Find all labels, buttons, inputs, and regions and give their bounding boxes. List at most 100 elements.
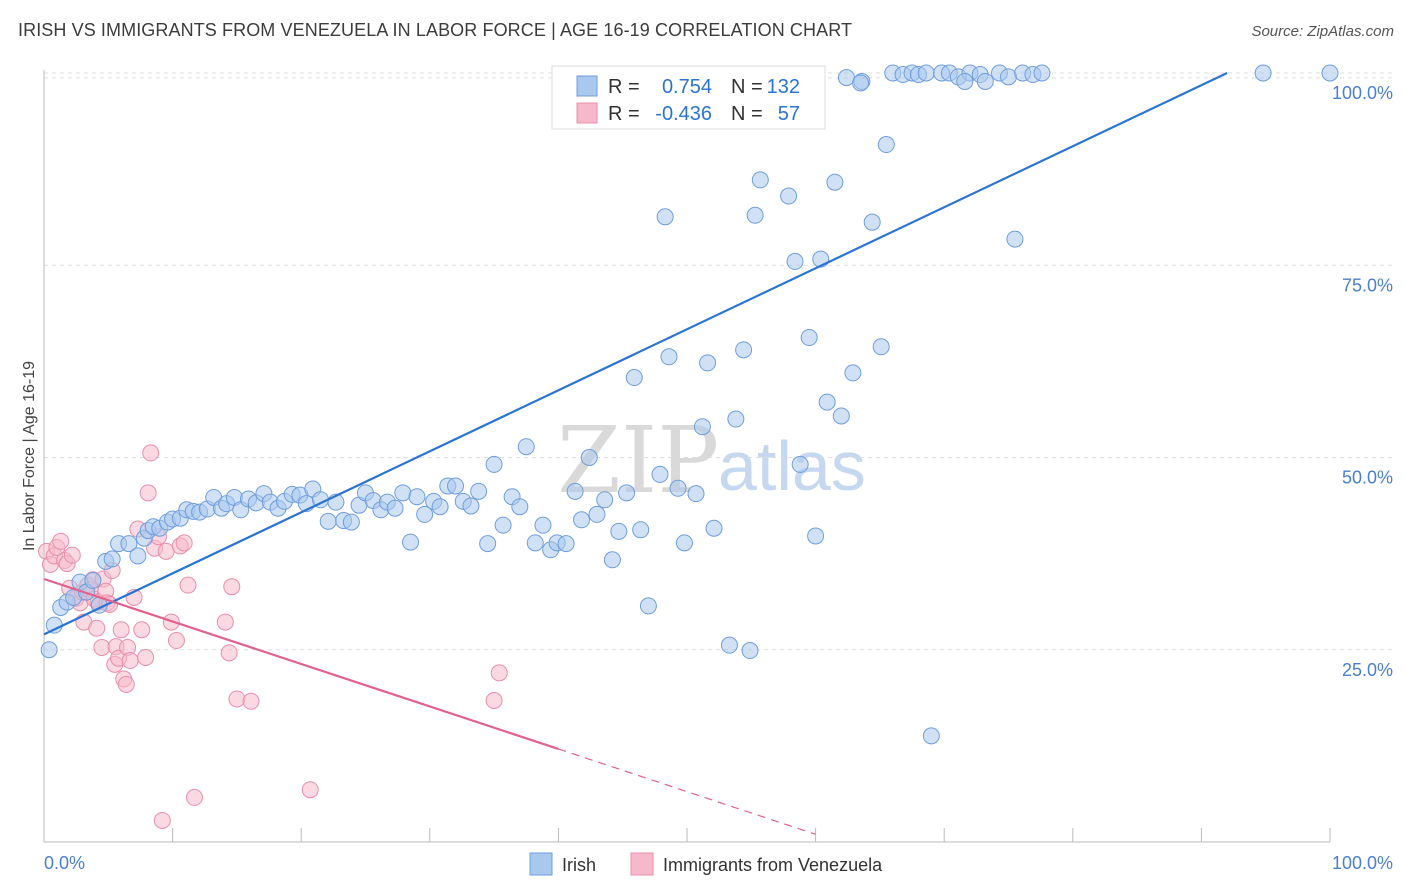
irish-point: [852, 74, 870, 92]
legend-n-label: N =: [731, 103, 763, 125]
irish-point: [416, 505, 434, 523]
irish-point: [956, 72, 974, 90]
irish-point: [877, 136, 895, 154]
irish-point: [526, 534, 544, 552]
irish-trend-line: [43, 72, 1228, 636]
irish-point: [917, 64, 935, 82]
correlation-legend: R = 0.754 N = 132 R = -0.436 N = 57: [551, 65, 826, 130]
irish-point: [791, 455, 809, 473]
legend-swatch-irish: [576, 75, 598, 97]
legend-swatch-venezuela: [576, 102, 598, 124]
legend-n-value: 57: [778, 103, 800, 125]
irish-point: [651, 465, 669, 483]
venezuela-points: [38, 444, 508, 829]
irish-point: [84, 572, 102, 590]
irish-point: [746, 206, 764, 224]
venezuela-point: [137, 648, 155, 666]
irish-point: [639, 597, 657, 615]
irish-point: [800, 329, 818, 347]
irish-point: [408, 488, 426, 506]
irish-point: [610, 522, 628, 540]
venezuela-point: [223, 578, 241, 596]
venezuela-point: [93, 638, 111, 656]
irish-point: [699, 354, 717, 372]
irish-point: [1006, 230, 1024, 248]
bottom-legend-swatch-venezuela: [630, 852, 654, 876]
irish-point: [557, 535, 575, 553]
irish-point: [618, 484, 636, 502]
irish-point: [735, 341, 753, 359]
venezuela-point: [216, 613, 234, 631]
legend-r-label: R =: [608, 103, 640, 125]
venezuela-point: [301, 781, 319, 799]
irish-point: [45, 616, 63, 634]
venezuela-trend-line: [43, 577, 559, 750]
irish-point: [580, 449, 598, 466]
irish-point: [826, 173, 844, 191]
irish-point: [1033, 64, 1051, 82]
irish-point: [596, 491, 614, 509]
tick-labels: 25.0% 50.0% 75.0% 100.0%: [1332, 83, 1393, 680]
irish-point: [751, 171, 769, 189]
irish-point: [837, 69, 855, 87]
irish-point: [386, 499, 404, 517]
venezuela-point: [179, 576, 197, 594]
irish-point: [786, 252, 804, 270]
y-axis-label: In Labor Force | Age 16-19: [21, 361, 38, 551]
irish-point: [727, 410, 745, 428]
venezuela-point: [117, 675, 135, 693]
irish-point: [534, 516, 552, 534]
irish-point: [479, 535, 497, 553]
irish-point: [447, 477, 465, 495]
legend-n-label: N =: [731, 76, 763, 98]
irish-point: [494, 516, 512, 534]
legend-r-value: 0.754: [662, 76, 712, 98]
venezuela-point: [490, 664, 508, 682]
irish-point: [625, 369, 643, 387]
irish-point: [394, 484, 412, 502]
irish-point: [660, 348, 678, 366]
irish-point: [705, 519, 723, 537]
venezuela-point: [112, 621, 130, 639]
y-tick-label: 100.0%: [1332, 83, 1393, 103]
irish-point: [462, 497, 480, 515]
chart-title: IRISH VS IMMIGRANTS FROM VENEZUELA IN LA…: [18, 20, 853, 40]
irish-point: [573, 511, 591, 529]
irish-point: [922, 727, 940, 745]
trend-lines: [43, 72, 1228, 835]
irish-points: [40, 64, 1339, 745]
axis-layer: [43, 70, 1331, 843]
irish-point: [40, 641, 58, 659]
irish-point: [741, 642, 759, 660]
irish-point: [780, 187, 798, 205]
irish-point: [103, 550, 121, 568]
venezuela-point: [142, 444, 160, 462]
irish-point: [1254, 64, 1272, 82]
irish-point: [693, 418, 711, 436]
irish-point: [603, 551, 621, 569]
irish-point: [720, 636, 738, 654]
legend-n-value: 132: [767, 76, 800, 98]
irish-point: [120, 535, 138, 553]
venezuela-point: [139, 484, 157, 502]
venezuela-point: [133, 621, 151, 639]
venezuela-point: [167, 632, 185, 650]
y-tick-label: 75.0%: [1342, 275, 1393, 295]
irish-point: [669, 479, 687, 497]
irish-point: [656, 208, 674, 226]
venezuela-point: [52, 532, 70, 550]
x-tick-label-min: 0.0%: [44, 853, 85, 873]
irish-point: [863, 213, 881, 231]
legend-r-label: R =: [608, 76, 640, 98]
irish-point: [402, 533, 420, 551]
irish-point: [517, 438, 535, 456]
irish-point: [566, 482, 584, 500]
irish-point: [485, 455, 503, 473]
irish-point: [470, 482, 488, 500]
irish-point: [844, 364, 862, 382]
irish-point: [319, 512, 337, 530]
source-label: Source: ZipAtlas.com: [1251, 23, 1394, 40]
irish-point: [129, 547, 147, 565]
irish-point: [588, 505, 606, 523]
